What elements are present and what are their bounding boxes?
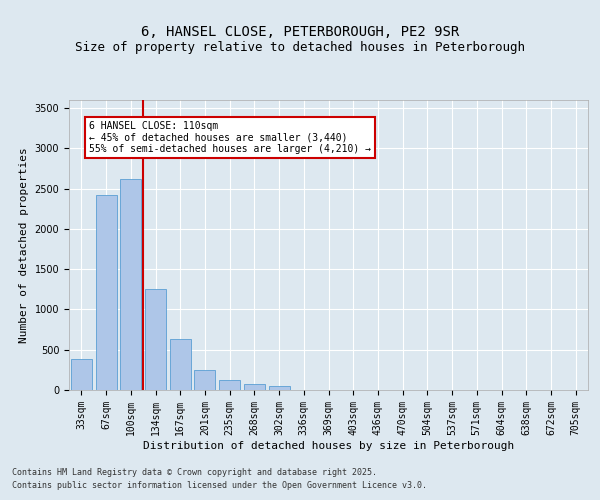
Text: Size of property relative to detached houses in Peterborough: Size of property relative to detached ho… [75,41,525,54]
Bar [170,339,191,390]
X-axis label: Distribution of detached houses by size in Peterborough: Distribution of detached houses by size … [143,440,514,450]
Text: Contains public sector information licensed under the Open Government Licence v3: Contains public sector information licen… [12,480,427,490]
Bar [71,358,92,390]
Bar [95,195,116,390]
Bar [194,370,215,390]
Y-axis label: Number of detached properties: Number of detached properties [19,147,29,343]
Text: Contains HM Land Registry data © Crown copyright and database right 2025.: Contains HM Land Registry data © Crown c… [12,468,377,477]
Bar [244,384,265,390]
Text: 6, HANSEL CLOSE, PETERBOROUGH, PE2 9SR: 6, HANSEL CLOSE, PETERBOROUGH, PE2 9SR [141,26,459,40]
Bar [120,179,141,390]
Bar [219,380,240,390]
Text: 6 HANSEL CLOSE: 110sqm
← 45% of detached houses are smaller (3,440)
55% of semi-: 6 HANSEL CLOSE: 110sqm ← 45% of detached… [89,121,371,154]
Bar [145,290,166,390]
Bar [269,386,290,390]
